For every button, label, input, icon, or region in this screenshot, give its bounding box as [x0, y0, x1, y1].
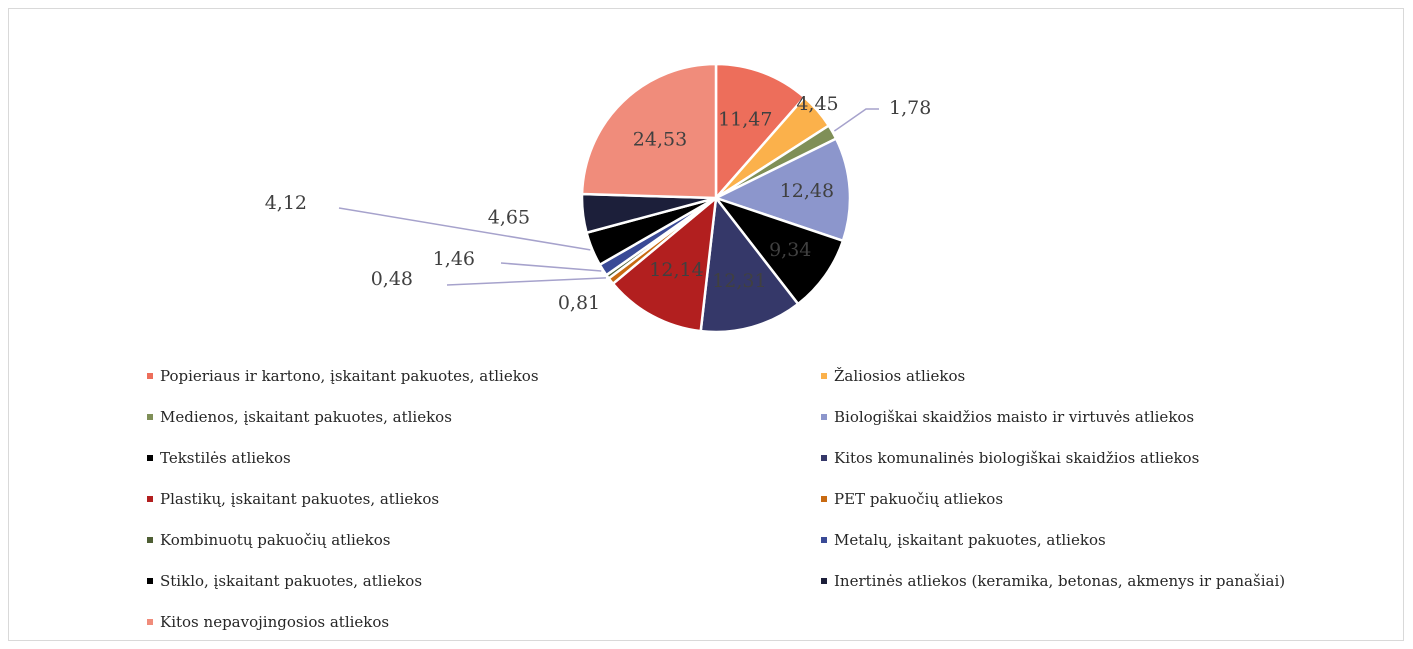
legend-label: Stiklo, įskaitant pakuotes, atliekos [160, 572, 423, 590]
legend-swatch [147, 619, 153, 625]
legend-swatch [147, 537, 153, 543]
legend-swatch [147, 373, 153, 379]
legend-swatch [821, 578, 827, 584]
legend-item: Kitos nepavojingosios atliekos [147, 613, 389, 631]
leader-line [500, 262, 602, 272]
data-label: 12,31 [712, 270, 766, 292]
legend-item: Metalų, įskaitant pakuotes, atliekos [821, 531, 1106, 549]
pie-slice [714, 62, 807, 202]
legend-swatch [821, 414, 827, 420]
data-label: 4,12 [265, 192, 307, 214]
legend-label: Popieriaus ir kartono, įskaitant pakuote… [160, 367, 539, 385]
legend-item: Tekstilės atliekos [147, 449, 291, 467]
pie-slice [611, 195, 718, 333]
data-label: 0,48 [371, 268, 413, 290]
legend-swatch [821, 496, 827, 502]
data-label: 1,78 [889, 97, 931, 119]
legend-swatch [147, 496, 153, 502]
legend-item: Kombinuotų pakuočių atliekos [147, 531, 390, 549]
legend-item: Kitos komunalinės biologiškai skaidžios … [821, 449, 1199, 467]
data-label: 4,65 [488, 206, 530, 228]
legend-label: Kombinuotų pakuočių atliekos [160, 531, 391, 549]
legend-item: Biologiškai skaidžios maisto ir virtuvės… [821, 408, 1194, 426]
leader-line [446, 277, 606, 286]
legend-label: Kitos komunalinės biologiškai skaidžios … [834, 449, 1200, 467]
legend-label: Inertinės atliekos (keramika, betonas, a… [834, 572, 1286, 590]
legend-item: Medienos, įskaitant pakuotes, atliekos [147, 408, 452, 426]
legend-swatch [147, 455, 153, 461]
legend-label: Metalų, įskaitant pakuotes, atliekos [834, 531, 1106, 549]
legend-label: Kitos nepavojingosios atliekos [160, 613, 390, 631]
legend-label: Žaliosios atliekos [834, 367, 966, 385]
pie-slice [712, 136, 852, 243]
legend-swatch [821, 537, 827, 543]
data-label: 4,45 [796, 93, 838, 115]
legend-swatch [821, 455, 827, 461]
data-label: 0,81 [558, 292, 600, 314]
legend-swatch [147, 578, 153, 584]
data-label: 12,14 [649, 259, 703, 281]
pie-slice [699, 194, 800, 334]
legend-label: Medienos, įskaitant pakuotes, atliekos [160, 408, 452, 426]
legend-item: Žaliosios atliekos [821, 367, 965, 385]
legend-swatch [821, 373, 827, 379]
leader-line [338, 207, 591, 251]
legend-label: Tekstilės atliekos [160, 449, 291, 467]
data-label: 12,48 [780, 180, 834, 202]
legend-item: Inertinės atliekos (keramika, betonas, a… [821, 572, 1285, 590]
legend-item: Popieriaus ir kartono, įskaitant pakuote… [147, 367, 539, 385]
data-label: 11,47 [718, 108, 772, 130]
data-label: 1,46 [433, 248, 475, 270]
legend-swatch [147, 414, 153, 420]
pie-slice [580, 62, 718, 200]
legend-item: Stiklo, įskaitant pakuotes, atliekos [147, 572, 422, 590]
data-label: 9,34 [769, 239, 811, 261]
legend-item: PET pakuočių atliekos [821, 490, 1003, 508]
data-label: 24,53 [633, 128, 687, 150]
leader-line [833, 108, 879, 132]
legend-label: Plastikų, įskaitant pakuotes, atliekos [160, 490, 440, 508]
pie-slice [712, 195, 845, 306]
chart-frame: 11,47 4,45 1,78 12,48 9,34 12,31 12,14 0,81 0,48… [8, 8, 1404, 641]
legend-item: Plastikų, įskaitant pakuotes, atliekos [147, 490, 439, 508]
legend-label: PET pakuočių atliekos [834, 490, 1004, 508]
legend-label: Biologiškai skaidžios maisto ir virtuvės… [834, 408, 1195, 426]
